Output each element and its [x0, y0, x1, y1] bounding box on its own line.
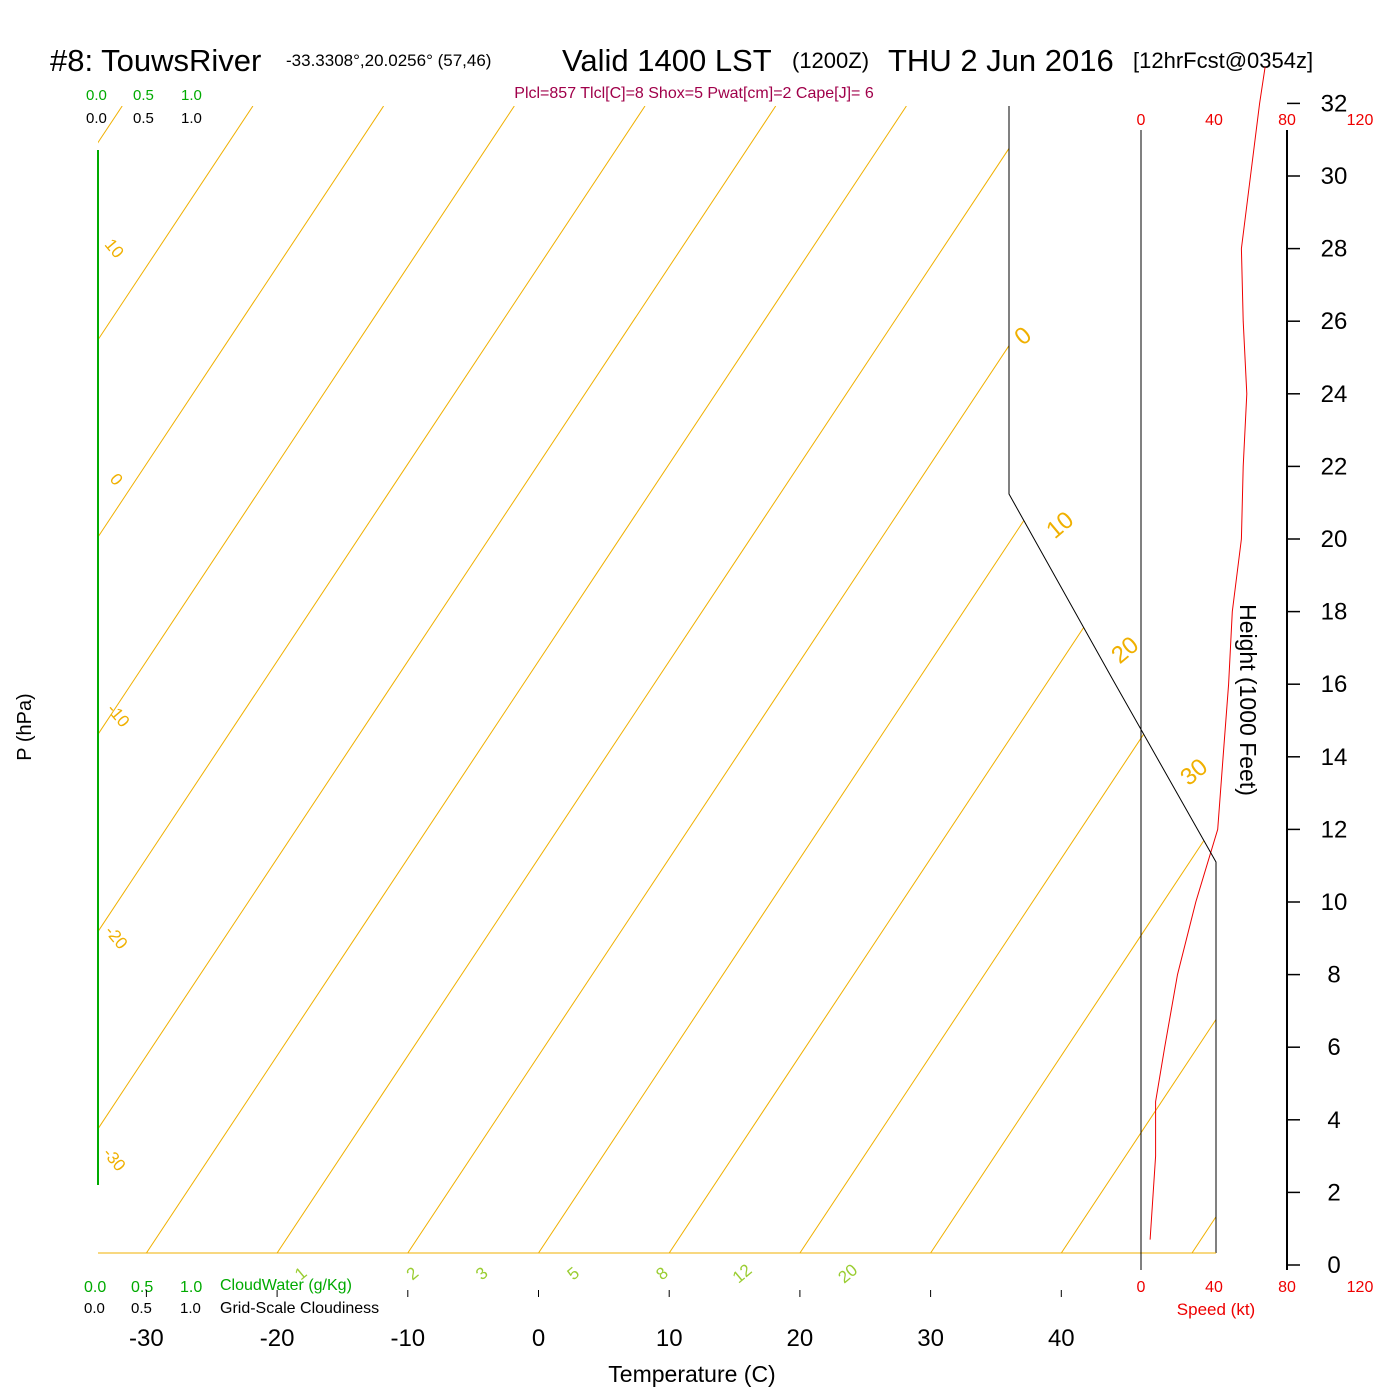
mixing-ratio-label: 2	[403, 1263, 422, 1284]
isotherm-line	[98, 106, 646, 1253]
clipped-grid	[98, 106, 1216, 1253]
speed-tick-top: 120	[1347, 112, 1374, 129]
height-tick-label: 4	[1327, 1107, 1340, 1134]
isotherm-line	[276, 106, 1038, 1253]
isotherm-label-right: 0	[1009, 322, 1037, 351]
height-tick-label: 16	[1321, 671, 1348, 698]
isotherm-line	[930, 106, 1216, 1253]
cloudwater-tick-bottom: 1.0	[180, 1279, 202, 1296]
valid-time: Valid 1400 LST	[562, 43, 772, 78]
diagram-right-boundary	[1008, 106, 1217, 1253]
station-title: #8: TouwsRiver	[50, 43, 261, 78]
data-layer	[1149, 67, 1266, 1240]
axes-layer: 2503004005007008501000-30-20-10010203040…	[97, 90, 1348, 1352]
cloudiness-tick-top: 0.5	[133, 110, 154, 127]
height-tick-label: 24	[1321, 381, 1348, 408]
wind-speed-profile	[1149, 67, 1266, 1240]
cloudwater-label: CloudWater (g/Kg)	[220, 1277, 352, 1294]
mixing-ratio-label: 5	[564, 1263, 583, 1284]
mixing-ratio-label: 8	[652, 1263, 671, 1284]
isotherm-line	[98, 106, 777, 1253]
height-tick-label: 26	[1321, 308, 1348, 335]
temperature-tick-label: 10	[656, 1325, 683, 1352]
mixing-ratio-label: 12	[729, 1260, 756, 1287]
cloudwater-tick-top: 0.0	[86, 87, 107, 104]
height-tick-label: 18	[1321, 599, 1348, 626]
cloudwater-tick-top: 0.5	[133, 87, 154, 104]
isotherm-line	[145, 106, 907, 1253]
isotherm-label-right: 10	[1041, 506, 1079, 544]
valid-date: THU 2 Jun 2016	[888, 43, 1114, 78]
speed-tick-top: 80	[1278, 112, 1296, 129]
mixing-ratio-label: 20	[834, 1260, 861, 1287]
isotherm-line	[98, 106, 385, 1253]
height-tick-label: 30	[1321, 163, 1348, 190]
x-axis-title: Temperature (C)	[608, 1361, 775, 1387]
isotherm-label-left: -30	[99, 1144, 129, 1175]
temperature-tick-label: 30	[917, 1325, 944, 1352]
temperature-tick-label: -30	[129, 1325, 164, 1352]
temperature-tick-label: 20	[787, 1325, 814, 1352]
cloudwater-tick-bottom: 0.0	[84, 1279, 106, 1296]
speed-label: Speed (kt)	[1177, 1300, 1255, 1319]
forecast-tag: [12hrFcst@0354z]	[1133, 48, 1313, 73]
isotherm-line	[1191, 106, 1216, 1253]
isotherm-line	[1060, 106, 1216, 1253]
height-tick-label: 12	[1321, 816, 1348, 843]
speed-tick-bottom: 120	[1347, 1279, 1374, 1296]
isotherm-line	[407, 106, 1169, 1253]
isotherm-line	[668, 106, 1216, 1253]
height-tick-label: 8	[1327, 962, 1340, 989]
isotherm-label-left: -20	[101, 922, 131, 953]
cloudiness-tick-top: 1.0	[181, 110, 202, 127]
isotherm-label-left: -10	[103, 700, 133, 731]
cloudiness-tick-bottom: 0.0	[84, 1300, 105, 1317]
isotherm-line	[538, 106, 1216, 1253]
speed-tick-bottom: 80	[1278, 1279, 1296, 1296]
cloudwater-tick-top: 1.0	[181, 87, 202, 104]
isotherm-label-left: 10	[101, 235, 128, 262]
height-tick-label: 14	[1321, 744, 1348, 771]
y-axis-title: P (hPa)	[14, 693, 36, 760]
height-tick-label: 6	[1327, 1034, 1340, 1061]
cloudiness-tick-bottom: 0.5	[131, 1300, 152, 1317]
cloudiness-tick-bottom: 1.0	[180, 1300, 201, 1317]
height-tick-label: 20	[1321, 526, 1348, 553]
isotherm-line	[98, 106, 515, 1253]
speed-tick-top: 40	[1205, 112, 1223, 129]
speed-tick-bottom: 40	[1205, 1279, 1223, 1296]
height-tick-label: 32	[1321, 90, 1348, 117]
height-tick-label: 22	[1321, 453, 1348, 480]
valid-utc: (1200Z)	[792, 48, 869, 73]
sounding-indices: Plcl=857 Tlcl[C]=8 Shox=5 Pwat[cm]=2 Cap…	[514, 85, 874, 102]
mixing-ratio-label: 3	[472, 1263, 491, 1284]
cloudiness-label: Grid-Scale Cloudiness	[220, 1300, 379, 1317]
height-axis-title: Height (1000 Feet)	[1235, 604, 1261, 796]
isotherm-line	[98, 106, 123, 1253]
height-tick-label: 0	[1327, 1252, 1340, 1279]
temperature-tick-label: 40	[1048, 1325, 1075, 1352]
cloudiness-tick-top: 0.0	[86, 110, 107, 127]
temperature-tick-label: 0	[532, 1325, 545, 1352]
height-tick-label: 28	[1321, 236, 1348, 263]
temperature-tick-label: -10	[390, 1325, 425, 1352]
speed-tick-top: 0	[1137, 112, 1146, 129]
temperature-tick-label: -20	[260, 1325, 295, 1352]
height-tick-label: 2	[1327, 1179, 1340, 1206]
isotherm-line	[799, 106, 1216, 1253]
station-coords: -33.3308°,20.0256° (57,46)	[286, 51, 491, 70]
isotherm-line	[98, 106, 254, 1253]
isotherm-label-right: 20	[1106, 631, 1144, 669]
isotherm-label-left: 0	[106, 470, 127, 489]
speed-tick-bottom: 0	[1137, 1279, 1146, 1296]
cloudwater-tick-bottom: 0.5	[131, 1279, 153, 1296]
isotherm-label-right: 30	[1175, 753, 1213, 791]
height-tick-label: 10	[1321, 889, 1348, 916]
